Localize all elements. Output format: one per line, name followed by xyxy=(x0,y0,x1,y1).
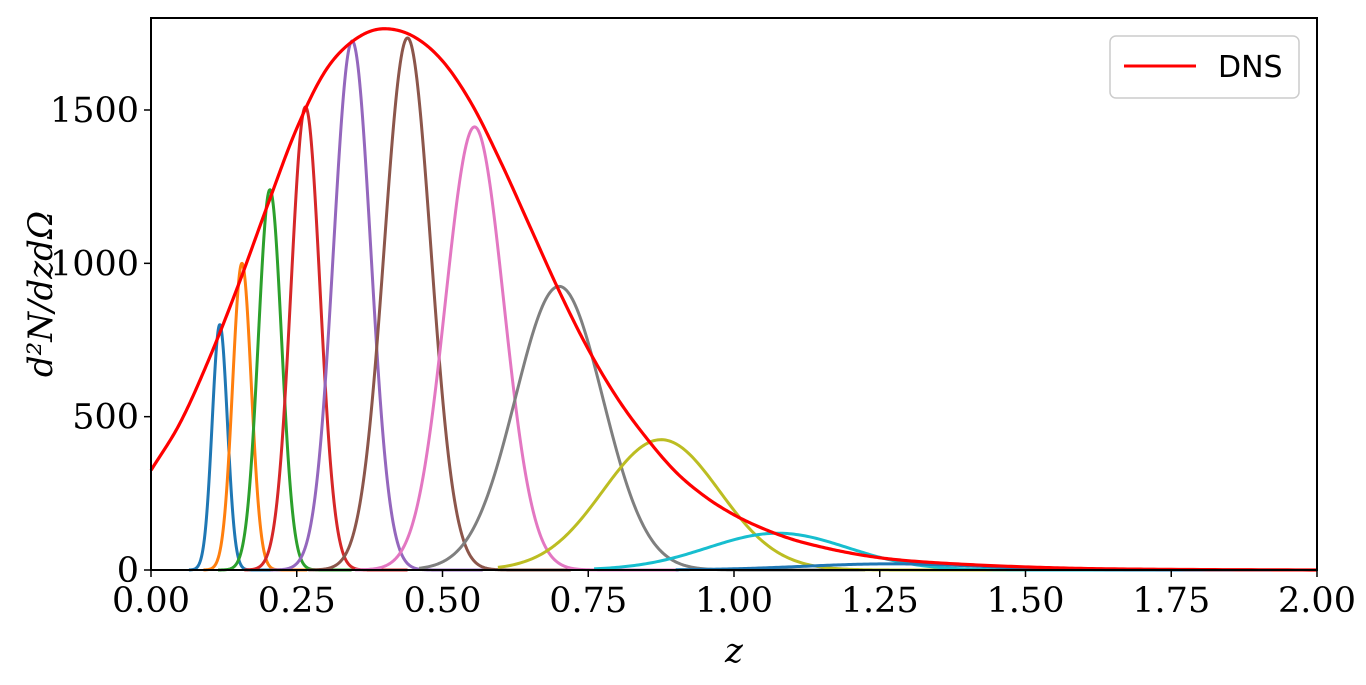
x-tick-label: 1.75 xyxy=(1132,581,1210,621)
x-tick-label: 1.25 xyxy=(841,581,919,621)
legend-box xyxy=(1109,35,1300,99)
x-tick-label: 0.50 xyxy=(404,581,482,621)
x-tick-label: 1.00 xyxy=(695,581,773,621)
y-tick-label: 1500 xyxy=(50,91,139,131)
y-axis-label: d²N/dzdΩ xyxy=(21,211,61,377)
y-axis: 0 500 1000 1500 xyxy=(50,91,151,591)
x-axis: 0.00 0.25 0.50 0.75 1.00 1.25 1.50 1.75 2.00 xyxy=(112,570,1356,621)
x-tick-label: 0.75 xyxy=(549,581,627,621)
x-tick-label: 2.00 xyxy=(1278,581,1356,621)
x-tick-label: 0.25 xyxy=(258,581,336,621)
dns-curve xyxy=(149,27,1318,572)
y-tick-label: 500 xyxy=(72,398,139,438)
y-tick-label: 0 xyxy=(117,551,139,591)
x-axis-label: z xyxy=(724,631,744,671)
x-tick-label: 1.50 xyxy=(987,581,1065,621)
x-tick-label: 0.00 xyxy=(112,581,190,621)
legend-label-dns: DNS xyxy=(1218,50,1283,85)
y-tick-label: 1000 xyxy=(50,244,139,284)
legend: DNS xyxy=(1109,35,1300,99)
